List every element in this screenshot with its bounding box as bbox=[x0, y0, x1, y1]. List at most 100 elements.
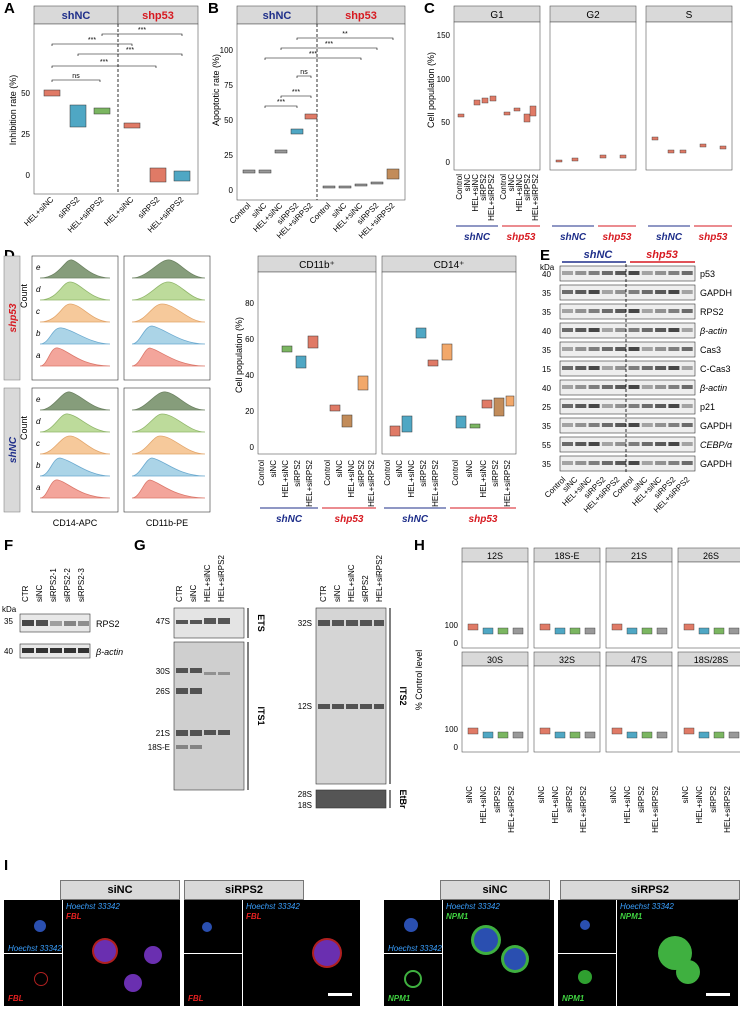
blot-mw: 25 bbox=[542, 403, 551, 412]
svg-text:siRPS2: siRPS2 bbox=[493, 785, 502, 812]
svg-text:siRPS2: siRPS2 bbox=[637, 785, 646, 812]
svg-text:siRPS2-2: siRPS2-2 bbox=[63, 568, 72, 602]
facet-box bbox=[539, 727, 551, 735]
svg-text:siNC: siNC bbox=[465, 786, 474, 804]
svg-text:shNC: shNC bbox=[584, 249, 614, 261]
panel-a-chart: Inhibition rate (%) shNC shp53 0 25 50 n… bbox=[8, 5, 199, 235]
svg-text:***: *** bbox=[88, 37, 96, 44]
facet-box bbox=[713, 731, 725, 739]
svg-text:***: *** bbox=[309, 51, 317, 58]
svg-text:siNC: siNC bbox=[507, 174, 516, 192]
facet-box bbox=[569, 627, 581, 635]
blot-lane-band bbox=[668, 442, 680, 446]
blot-lane-band bbox=[681, 271, 693, 275]
blot-lane-band bbox=[655, 404, 667, 408]
blot-lane-band bbox=[562, 385, 573, 389]
facet-box bbox=[611, 623, 623, 631]
svg-text:siNC: siNC bbox=[537, 786, 546, 804]
svg-text:100: 100 bbox=[220, 46, 234, 55]
blot-lane-band bbox=[655, 309, 667, 313]
svg-text:HEL+siRPS2: HEL+siRPS2 bbox=[305, 459, 314, 506]
svg-text:shp53: shp53 bbox=[507, 232, 536, 243]
svg-text:***: *** bbox=[100, 59, 108, 66]
facet-ytick: 100 bbox=[445, 725, 459, 734]
facet-box bbox=[626, 731, 638, 739]
blot-lane-band bbox=[681, 461, 693, 465]
facet-box bbox=[482, 627, 494, 635]
blot-band bbox=[559, 341, 696, 358]
svg-text:26S: 26S bbox=[156, 687, 170, 696]
facet-box bbox=[656, 731, 668, 739]
blot-band bbox=[559, 360, 696, 377]
blot-lane-band bbox=[562, 423, 573, 427]
panel-i-image-npm1-sirps2: Hoechst 33342 NPM1 NPM1 bbox=[558, 900, 738, 1006]
svg-text:35: 35 bbox=[4, 617, 13, 626]
blot-lane-band bbox=[641, 347, 653, 351]
blot-lane-band bbox=[575, 290, 587, 294]
svg-text:HEL+siRPS2: HEL+siRPS2 bbox=[651, 785, 660, 832]
svg-text:ETS: ETS bbox=[256, 614, 266, 632]
blot-label: CEBP/α bbox=[700, 440, 733, 450]
facet-ytick: 0 bbox=[454, 743, 459, 752]
blot-lane-band bbox=[628, 404, 640, 408]
panel-a-group-shnc: shNC bbox=[62, 10, 91, 22]
blot-lane-band bbox=[641, 309, 653, 313]
facet-plot bbox=[461, 561, 529, 649]
svg-text:50: 50 bbox=[224, 116, 233, 125]
blot-lane-band bbox=[575, 328, 587, 332]
svg-text:Control: Control bbox=[451, 460, 460, 486]
svg-text:siNC: siNC bbox=[35, 584, 44, 602]
blot-lane-band bbox=[575, 404, 587, 408]
facet-box bbox=[467, 623, 479, 631]
blot-lane-band bbox=[575, 309, 587, 313]
svg-text:siRPS2: siRPS2 bbox=[523, 173, 532, 200]
blot-label: C-Cas3 bbox=[700, 364, 731, 374]
blot-label: p21 bbox=[700, 402, 715, 412]
svg-text:c: c bbox=[36, 307, 40, 316]
svg-text:HEL+siNC: HEL+siNC bbox=[281, 460, 290, 498]
panel-i-head-sinc-1: siNC bbox=[60, 880, 180, 900]
svg-text:***: *** bbox=[325, 41, 333, 48]
blot-lane-band bbox=[615, 366, 627, 370]
facet-title: 30S bbox=[487, 655, 503, 665]
svg-text:shNC: shNC bbox=[656, 232, 683, 243]
blot-band bbox=[559, 398, 696, 415]
svg-text:shNC: shNC bbox=[402, 514, 429, 525]
blot-lane-band bbox=[681, 347, 693, 351]
blot-mw: 35 bbox=[542, 289, 551, 298]
facet-ytick: 0 bbox=[454, 639, 459, 648]
facet-plot bbox=[605, 561, 673, 649]
blot-lane-band bbox=[588, 404, 600, 408]
panel-d-flow: shp53 shNC Count Count e d c b a e d c b a CD14-… bbox=[3, 255, 211, 528]
svg-text:28S: 28S bbox=[298, 790, 312, 799]
blot-lane-band bbox=[588, 461, 600, 465]
blot-lane-band bbox=[668, 271, 680, 275]
svg-text:siRPS2: siRPS2 bbox=[565, 785, 574, 812]
svg-text:HEL+siRPS2: HEL+siRPS2 bbox=[579, 785, 588, 832]
facet-box bbox=[584, 731, 596, 739]
panel-c-chart: Cell population (%) G1 G2 S 0 50 100 150… bbox=[426, 5, 733, 243]
svg-text:HEL+siNC: HEL+siNC bbox=[695, 786, 704, 824]
facet-plot bbox=[533, 561, 601, 649]
blot-lane-band bbox=[628, 385, 640, 389]
svg-text:c: c bbox=[36, 439, 40, 448]
facet-box bbox=[698, 731, 710, 739]
panel-letter-c: C bbox=[424, 0, 435, 17]
svg-text:HEL+siRPS2: HEL+siRPS2 bbox=[367, 459, 376, 506]
blot-lane-band bbox=[641, 461, 653, 465]
svg-text:0: 0 bbox=[446, 158, 451, 167]
svg-text:Count: Count bbox=[19, 416, 29, 441]
facet-box bbox=[512, 731, 524, 739]
blot-lane-band bbox=[628, 366, 640, 370]
blot-lane-band bbox=[562, 442, 573, 446]
panel-letter-h: H bbox=[414, 537, 425, 554]
svg-text:shNC: shNC bbox=[276, 514, 303, 525]
svg-text:b: b bbox=[36, 329, 41, 338]
blot-lane-band bbox=[668, 347, 680, 351]
blot-lane-band bbox=[655, 271, 667, 275]
facet-box bbox=[611, 727, 623, 735]
blot-lane-band bbox=[588, 271, 600, 275]
blot-lane-band bbox=[575, 442, 587, 446]
facet-title: 32S bbox=[559, 655, 575, 665]
blot-lane-band bbox=[588, 347, 600, 351]
